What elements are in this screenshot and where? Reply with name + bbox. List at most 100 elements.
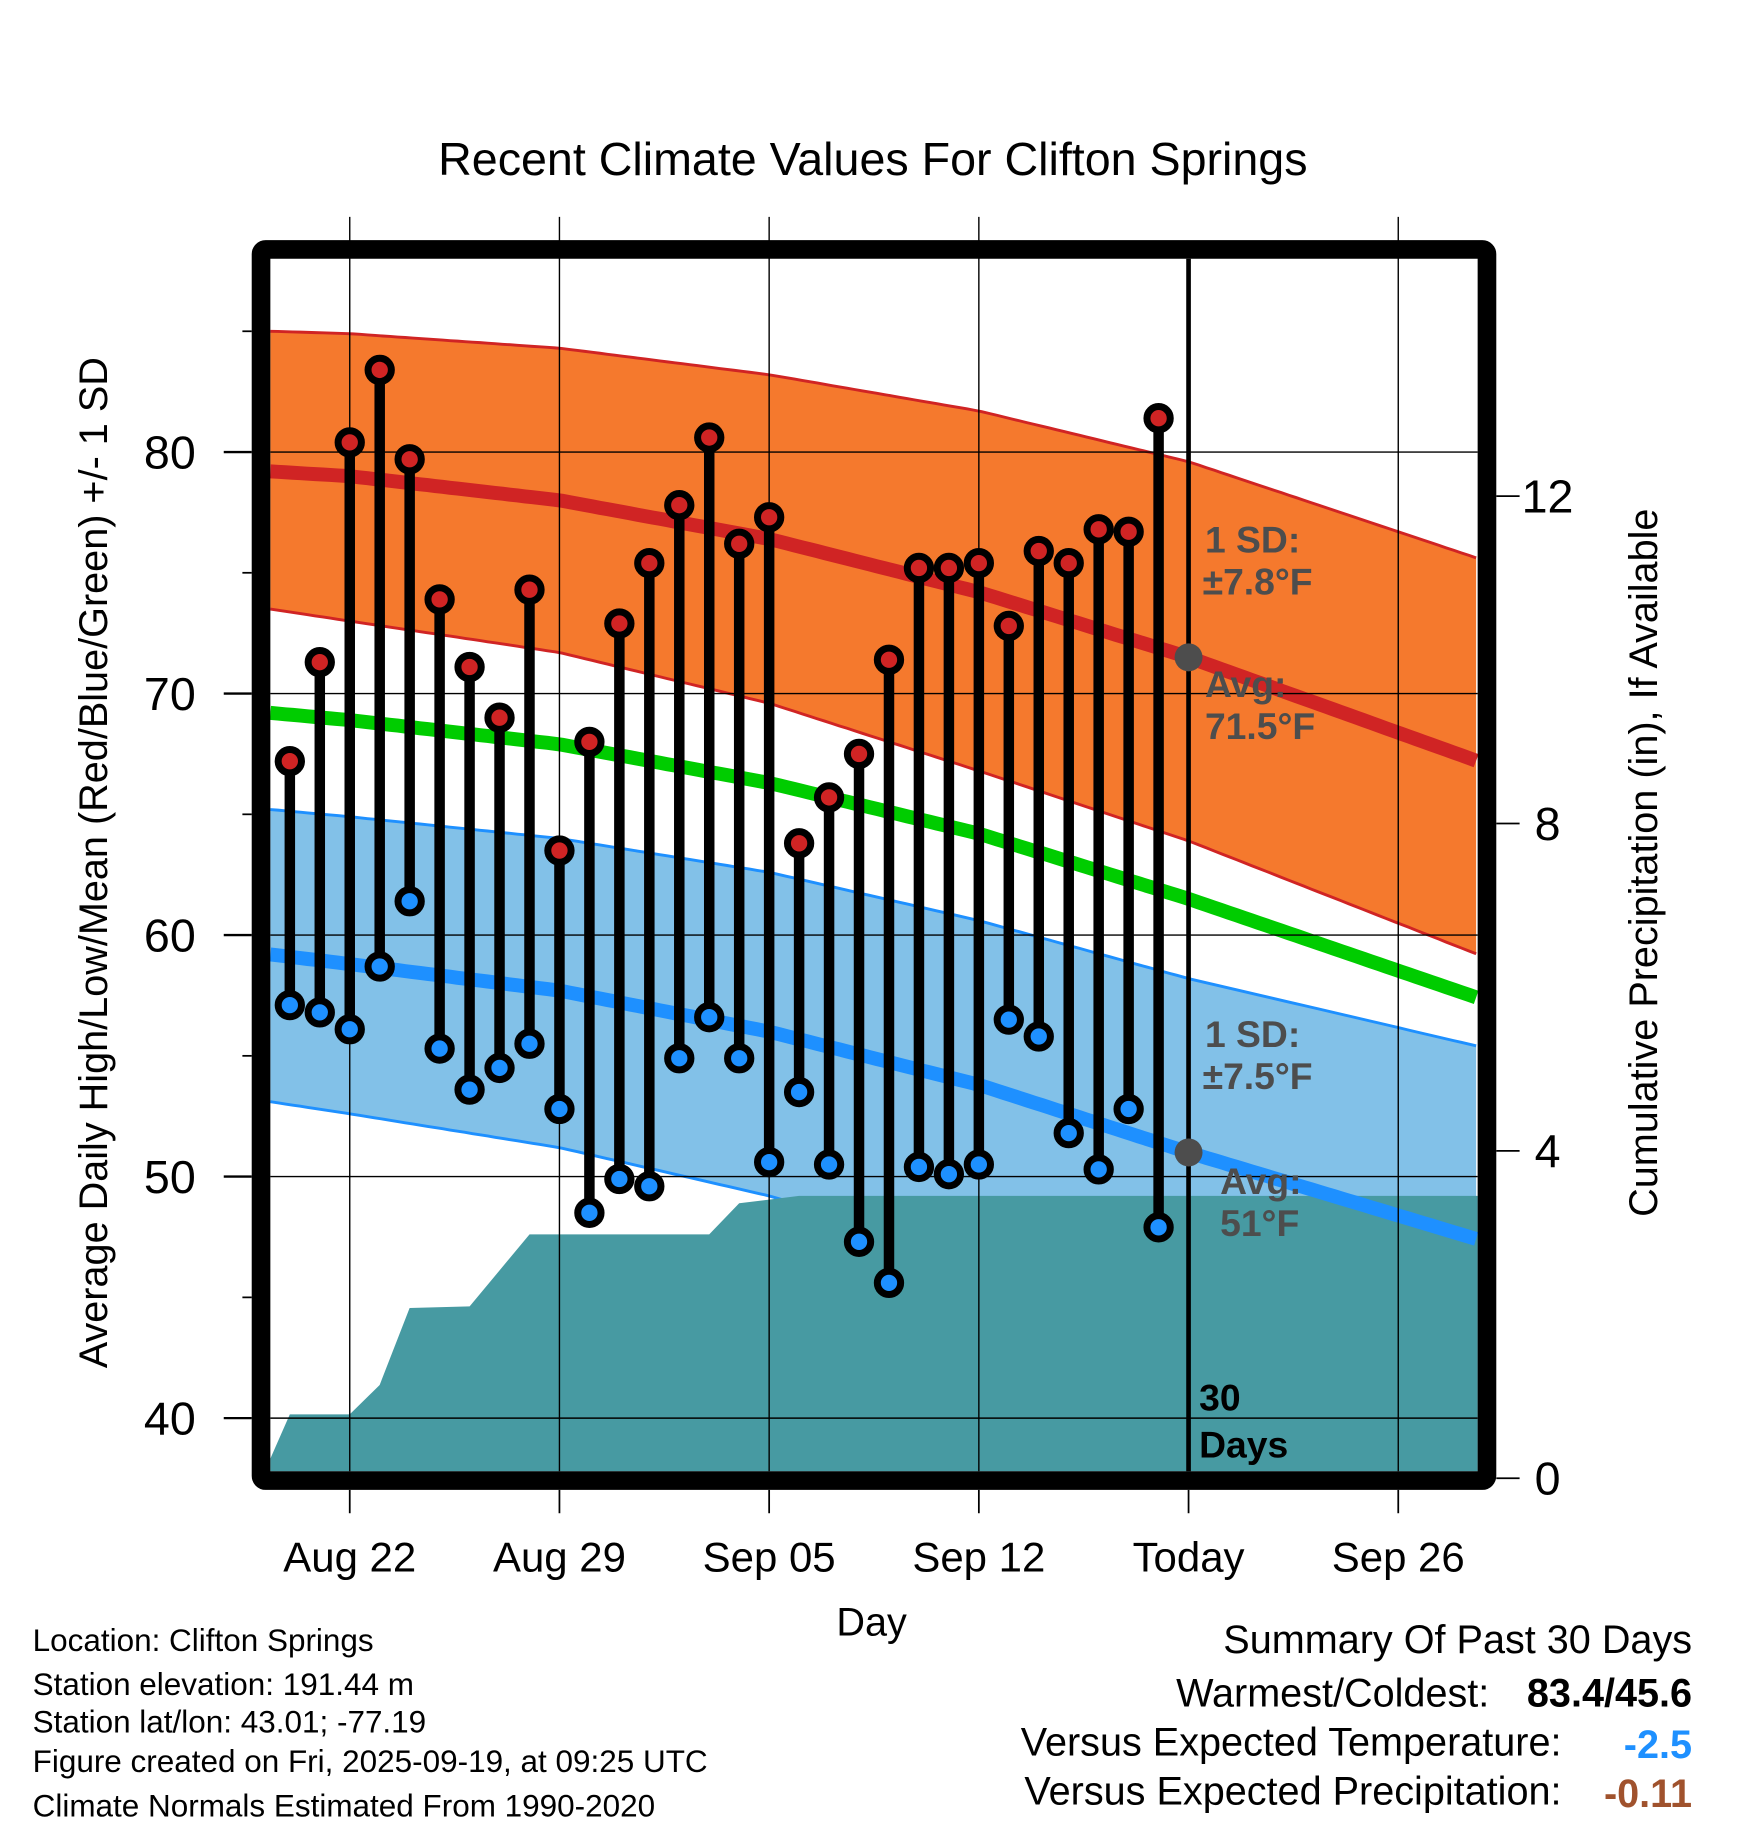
low-marker — [813, 1149, 845, 1180]
high-marker — [1143, 403, 1174, 434]
info-elevation: Station elevation: 191.44 m — [33, 1667, 414, 1702]
high-sd-value: ±7.8°F — [1203, 561, 1313, 603]
high-avg-label: Avg: — [1205, 663, 1286, 705]
low-marker — [873, 1267, 905, 1299]
y2-axis-label: Cumulative Precipitation (in), If Availa… — [1622, 509, 1666, 1217]
summary-panel: Summary Of Past 30 Days Warmest/Coldest:… — [1021, 1618, 1692, 1816]
period-label-number: 30 — [1199, 1377, 1240, 1419]
low-marker — [454, 1074, 485, 1105]
high-marker — [843, 738, 875, 770]
y-axis-label: Average Daily High/Low/Mean (Red/Blue/Gr… — [72, 357, 116, 1368]
precipitation-area — [270, 1195, 1478, 1472]
x-tick-label: Sep 12 — [912, 1534, 1045, 1581]
x-tick-label: Today — [1133, 1534, 1245, 1581]
y2-tick-label: 4 — [1535, 1125, 1561, 1177]
low-marker — [304, 997, 335, 1028]
normal-high-line — [269, 464, 1479, 768]
warmest-coldest-label: Warmest/Coldest: — [1176, 1672, 1489, 1716]
y2-tick-label: 8 — [1535, 798, 1561, 850]
low-marker — [724, 1043, 755, 1074]
high-marker — [484, 702, 515, 733]
high-marker — [813, 782, 845, 813]
info-latlon: Station lat/lon: 43.01; -77.19 — [33, 1704, 427, 1739]
precip-anomaly-label: Versus Expected Precipitation: — [1024, 1770, 1561, 1814]
high-marker — [604, 608, 635, 639]
high-marker — [724, 528, 755, 559]
low-marker — [843, 1226, 875, 1257]
low-avg-label: Avg: — [1220, 1160, 1301, 1202]
low-marker — [1023, 1021, 1054, 1052]
high-marker — [873, 644, 905, 675]
x-axis-label: Day — [836, 1601, 907, 1645]
low-marker — [963, 1149, 995, 1180]
y-tick-label: 80 — [144, 426, 196, 478]
warmest-coldest-value: 83.4/45.6 — [1527, 1672, 1692, 1716]
x-tick-label: Aug 22 — [283, 1534, 416, 1581]
chart-title: Recent Climate Values For Clifton Spring… — [438, 133, 1307, 185]
low-marker — [783, 1076, 815, 1108]
high-marker — [694, 422, 725, 453]
low-marker — [424, 1033, 455, 1064]
y-tick-label: 40 — [144, 1392, 196, 1444]
plot-frame — [251, 240, 1497, 1490]
high-marker — [304, 647, 335, 678]
high-upper-line — [270, 329, 1477, 560]
low-marker — [394, 886, 425, 917]
high-marker — [1113, 516, 1144, 547]
high-marker — [993, 610, 1024, 642]
low-sd-label: 1 SD: — [1205, 1013, 1300, 1055]
high-marker — [514, 574, 545, 605]
high-sd-band — [270, 331, 1477, 954]
low-marker — [903, 1151, 935, 1183]
low-marker — [664, 1043, 695, 1074]
high-marker — [753, 502, 785, 533]
low-marker — [1143, 1212, 1174, 1243]
high-marker — [903, 552, 935, 584]
high-marker — [1023, 535, 1054, 567]
high-marker — [454, 651, 485, 683]
low-marker — [993, 1004, 1024, 1035]
high-marker — [664, 490, 695, 521]
x-tick-label: Sep 05 — [703, 1534, 836, 1581]
y-tick-label: 50 — [144, 1151, 196, 1203]
high-avg-value: 71.5°F — [1205, 705, 1315, 747]
low-marker — [514, 1028, 545, 1059]
low-marker — [334, 1014, 365, 1045]
info-location: Location: Clifton Springs — [33, 1623, 374, 1658]
low-marker — [1083, 1154, 1114, 1185]
y2-tick-label: 0 — [1535, 1453, 1561, 1505]
x-tick-label: Aug 29 — [493, 1534, 626, 1581]
high-marker — [783, 828, 815, 859]
y-tick-label: 70 — [144, 668, 196, 720]
normal-low-today-dot — [1174, 1138, 1203, 1167]
low-sd-value: ±7.5°F — [1203, 1055, 1313, 1097]
low-avg-value: 51°F — [1220, 1202, 1299, 1244]
x-tick-label: Sep 26 — [1332, 1534, 1465, 1581]
normal-high-today-dot — [1174, 643, 1203, 672]
high-marker — [394, 444, 425, 475]
high-lower-line — [270, 607, 1477, 956]
high-marker — [574, 726, 605, 758]
high-marker — [274, 746, 305, 777]
station-info: Location: Clifton Springs Station elevat… — [33, 1623, 708, 1824]
low-marker — [1113, 1093, 1144, 1125]
high-marker — [1083, 514, 1114, 545]
temp-anomaly-value: -2.5 — [1624, 1723, 1692, 1767]
y-tick-label: 60 — [144, 909, 196, 961]
low-marker — [604, 1163, 635, 1195]
low-marker — [574, 1197, 605, 1228]
low-marker — [274, 989, 305, 1021]
high-marker — [544, 835, 575, 866]
precip-anomaly-value: -0.11 — [1604, 1772, 1692, 1816]
low-marker — [933, 1159, 965, 1190]
high-marker — [963, 547, 995, 579]
high-marker — [334, 427, 365, 458]
low-marker — [1053, 1117, 1084, 1149]
low-marker — [544, 1093, 575, 1125]
high-marker — [424, 584, 455, 615]
low-marker — [484, 1052, 515, 1084]
high-sd-label: 1 SD: — [1205, 519, 1300, 561]
summary-heading: Summary Of Past 30 Days — [1223, 1618, 1692, 1662]
high-marker — [364, 354, 395, 386]
